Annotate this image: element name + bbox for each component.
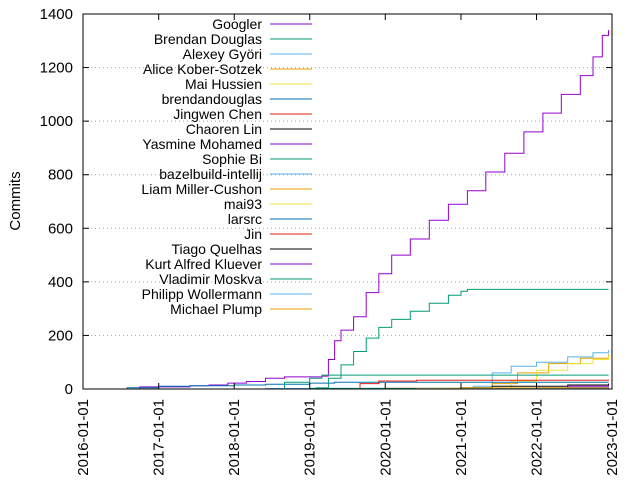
- legend-label: Alexey Györi: [183, 46, 262, 62]
- y-tick-label: 800: [48, 167, 73, 184]
- y-tick-label: 400: [48, 274, 73, 291]
- legend-label: brendandouglas: [162, 91, 262, 107]
- series-line-4: [485, 355, 609, 390]
- x-tick-label: 2023-01-01: [604, 399, 621, 476]
- legend-label: Alice Kober-Sotzek: [143, 61, 263, 77]
- x-tick-label: 2017-01-01: [151, 399, 168, 476]
- legend-label: Liam Miller-Cushon: [141, 181, 262, 197]
- series-line-3: [473, 354, 609, 390]
- y-tick-label: 600: [48, 220, 73, 237]
- legend-label: Sophie Bi: [202, 151, 262, 167]
- y-tick-label: 1400: [40, 6, 73, 23]
- x-tick-label: 2022-01-01: [528, 399, 545, 476]
- y-tick-label: 1200: [40, 60, 73, 77]
- x-axis-ticks: 2016-01-01 2017-01-01 2018-01-01 2019-01-01…: [75, 14, 621, 476]
- legend-label: Kurt Alfred Kluever: [145, 256, 262, 272]
- plot-frame: [82, 13, 613, 390]
- legend-label: mai93: [224, 196, 262, 212]
- legend-label: Michael Plump: [170, 301, 262, 317]
- series-line-6: [341, 379, 609, 390]
- grid-lines: [83, 67, 612, 336]
- x-tick-label: 2020-01-01: [377, 399, 394, 476]
- y-tick-label: 1000: [40, 113, 73, 130]
- x-tick-label: 2018-01-01: [226, 399, 243, 476]
- y-axis-ticks: 0 200 400 600 800 1000 1200 1400: [40, 6, 612, 398]
- legend-label: Philipp Wollermann: [142, 286, 262, 302]
- legend-label: Jingwen Chen: [173, 106, 262, 122]
- legend-label: Jin: [244, 226, 262, 242]
- y-tick-label: 200: [48, 327, 73, 344]
- series-line-2: [461, 350, 609, 390]
- legend-label: Chaoren Lin: [186, 121, 262, 137]
- legend-label: Brendan Douglas: [154, 31, 262, 47]
- series-line-1: [309, 288, 609, 390]
- x-tick-label: 2019-01-01: [302, 399, 319, 476]
- x-tick-label: 2021-01-01: [453, 399, 470, 476]
- legend-label: bazelbuild-intellij: [159, 166, 262, 182]
- legend-label: Googler: [212, 16, 262, 32]
- series-line-9: [265, 374, 609, 390]
- legend-label: Mai Hussien: [185, 76, 262, 92]
- x-tick-label: 2016-01-01: [75, 399, 92, 476]
- legend-label: Tiago Quelhas: [171, 241, 262, 257]
- legend-label: Vladimir Moskva: [159, 271, 262, 287]
- series-line-0: [114, 30, 609, 390]
- legend-label: Yasmine Mohamed: [142, 136, 262, 152]
- y-tick-label: 0: [65, 381, 73, 398]
- legend-label: larsrc: [228, 211, 262, 227]
- y-axis-label: Commits: [7, 171, 24, 230]
